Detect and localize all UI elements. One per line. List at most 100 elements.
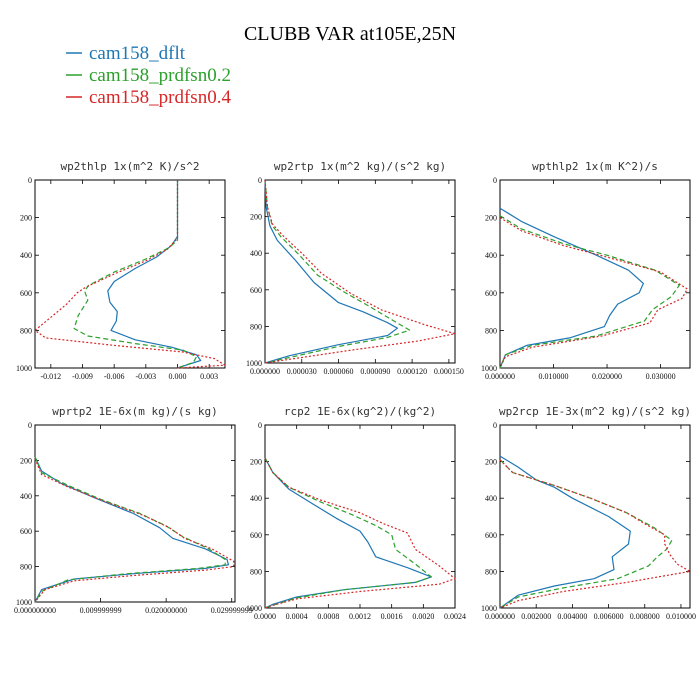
x-tick-label: 0.0004: [286, 612, 308, 621]
y-tick-label: 400: [485, 251, 497, 260]
subplot-title: wp2thlp 1x(m^2 K)/s^2: [60, 160, 199, 173]
subplot-title: rcp2 1E-6x(kg^2)/(kg^2): [284, 405, 436, 418]
series-line-cam158_prdfsn0.4: [34, 458, 235, 603]
x-tick-label: 0.0020: [412, 612, 434, 621]
y-tick-label: 800: [20, 563, 32, 572]
plot-frame: [34, 424, 236, 603]
x-tick-label: 0.0008: [317, 612, 339, 621]
plot-frame: [264, 424, 456, 609]
x-tick-label: 0.002000: [521, 612, 551, 621]
legend-item: cam158_prdfsn0.4: [66, 87, 231, 108]
x-tick-label: 0.020000000: [145, 606, 187, 615]
y-tick-label: 800: [250, 567, 262, 576]
legend-item: cam158_prdfsn0.2: [66, 65, 231, 86]
y-tick-label: 400: [20, 492, 32, 501]
x-tick-label: 0.000120: [397, 367, 427, 376]
legend: cam158_dflt cam158_prdfsn0.2 cam158_prdf…: [66, 43, 231, 108]
series-line-cam158_dflt: [499, 207, 645, 369]
y-tick-label: 400: [485, 494, 497, 503]
subplot-3: wprtp2 1E-6x(m kg)/(s kg) 0 200 400 600 800 10…: [14, 405, 253, 615]
x-tick-label: 0.010000: [666, 612, 696, 621]
x-tick-label: 0.030000: [646, 372, 676, 381]
legend-label-2: cam158_prdfsn0.4: [89, 87, 231, 108]
series-line-cam158_prdfsn0.4: [264, 457, 456, 609]
x-tick-label: -0.006: [104, 372, 125, 381]
y-tick-label: 0: [258, 421, 262, 430]
y-tick-label: 0: [28, 421, 32, 430]
y-tick-label: 1000: [16, 598, 32, 607]
x-tick-label: 0.029999999: [211, 606, 253, 615]
x-tick-label: 0.0024: [444, 612, 466, 621]
y-tick-label: 0: [493, 421, 497, 430]
y-tick-label: 200: [250, 458, 262, 467]
legend-label-0: cam158_dflt: [89, 43, 186, 64]
x-tick-label: 0.020000: [592, 372, 622, 381]
series-line-cam158_prdfsn0.2: [499, 459, 673, 609]
y-tick-label: 1000: [481, 364, 497, 373]
x-tick-label: 0.0016: [381, 612, 403, 621]
subplot-2: wpthlp2 1x(m K^2)/s 0 200 400 600 800 10000.00…: [481, 160, 691, 381]
y-tick-label: 1000: [16, 364, 32, 373]
y-tick-label: 0: [28, 176, 32, 185]
series-line-cam158_dflt: [264, 179, 398, 364]
x-tick-label: 0.000000000: [14, 606, 56, 615]
x-tick-label: 0.000: [169, 372, 187, 381]
legend-item: cam158_dflt: [66, 43, 186, 64]
y-tick-label: 1000: [246, 359, 262, 368]
y-tick-label: 600: [20, 289, 32, 298]
figure-title: CLUBB VAR at105E,25N: [244, 23, 456, 45]
x-tick-label: 0.000000: [250, 367, 280, 376]
plot-frame: [499, 424, 691, 609]
series-line-cam158_prdfsn0.4: [34, 180, 226, 369]
y-tick-label: 800: [20, 326, 32, 335]
series-line-cam158_dflt: [107, 180, 202, 369]
subplot-0: wp2thlp 1x(m^2 K)/s^2 0 200 400 600 800 1000 -0…: [16, 160, 226, 381]
y-tick-label: 1000: [481, 604, 497, 613]
series-line-cam158_prdfsn0.2: [264, 179, 411, 364]
subplot-1: wp2rtp 1x(m^2 kg)/(s^2 kg) 0 200 400 600 800 1…: [246, 160, 464, 376]
x-tick-label: 0.0000: [254, 612, 276, 621]
subplot-5: wp2rcp 1E-3x(m^2 kg)/(s^2 kg)0 200 400 600 8…: [481, 405, 696, 621]
subplots: wp2thlp 1x(m^2 K)/s^2 0 200 400 600 800 1000 -0…: [14, 160, 696, 621]
y-tick-label: 400: [250, 249, 262, 258]
series-line-cam158_prdfsn0.2: [34, 456, 226, 603]
subplot-title: wp2rcp 1E-3x(m^2 kg)/(s^2 kg): [499, 405, 691, 418]
x-tick-label: 0.004000: [557, 612, 587, 621]
x-tick-label: 0.000000: [485, 372, 515, 381]
x-tick-label: 0.000060: [324, 367, 354, 376]
plot-frame: [264, 179, 456, 364]
x-tick-label: 0.000000: [485, 612, 515, 621]
y-tick-label: 600: [20, 527, 32, 536]
y-tick-label: 200: [485, 214, 497, 223]
x-tick-label: 0.000030: [287, 367, 317, 376]
x-tick-label: 0.003: [200, 372, 218, 381]
x-tick-label: 0.0012: [349, 612, 371, 621]
y-tick-label: 200: [20, 456, 32, 465]
series-line-cam158_prdfsn0.2: [73, 180, 198, 369]
y-tick-label: 600: [485, 289, 497, 298]
y-tick-label: 400: [20, 251, 32, 260]
legend-label-1: cam158_prdfsn0.2: [89, 65, 231, 86]
series-line-cam158_prdfsn0.4: [264, 179, 456, 364]
y-tick-label: 0: [493, 176, 497, 185]
series-line-cam158_prdfsn0.4: [499, 459, 691, 609]
x-tick-label: 0.006000: [594, 612, 624, 621]
series-line-cam158_prdfsn0.4: [499, 217, 688, 369]
y-tick-label: 800: [485, 567, 497, 576]
x-tick-label: -0.003: [135, 372, 156, 381]
x-tick-label: 0.010000: [539, 372, 569, 381]
plot-frame: [499, 179, 691, 369]
x-tick-label: -0.009: [72, 372, 93, 381]
x-tick-label: 0.009999999: [80, 606, 122, 615]
x-tick-label: 0.000150: [434, 367, 464, 376]
y-tick-label: 0: [258, 176, 262, 185]
x-tick-label: 0.008000: [630, 612, 660, 621]
series-line-cam158_dflt: [499, 455, 631, 609]
subplot-title: wpthlp2 1x(m K^2)/s: [532, 160, 658, 173]
subplot-title: wprtp2 1E-6x(m kg)/(s kg): [52, 405, 218, 418]
y-tick-label: 1000: [246, 604, 262, 613]
series-line-cam158_dflt: [34, 456, 229, 603]
subplot-4: rcp2 1E-6x(kg^2)/(kg^2) 0 200 400 600 800 1000…: [246, 405, 466, 621]
y-tick-label: 600: [485, 531, 497, 540]
